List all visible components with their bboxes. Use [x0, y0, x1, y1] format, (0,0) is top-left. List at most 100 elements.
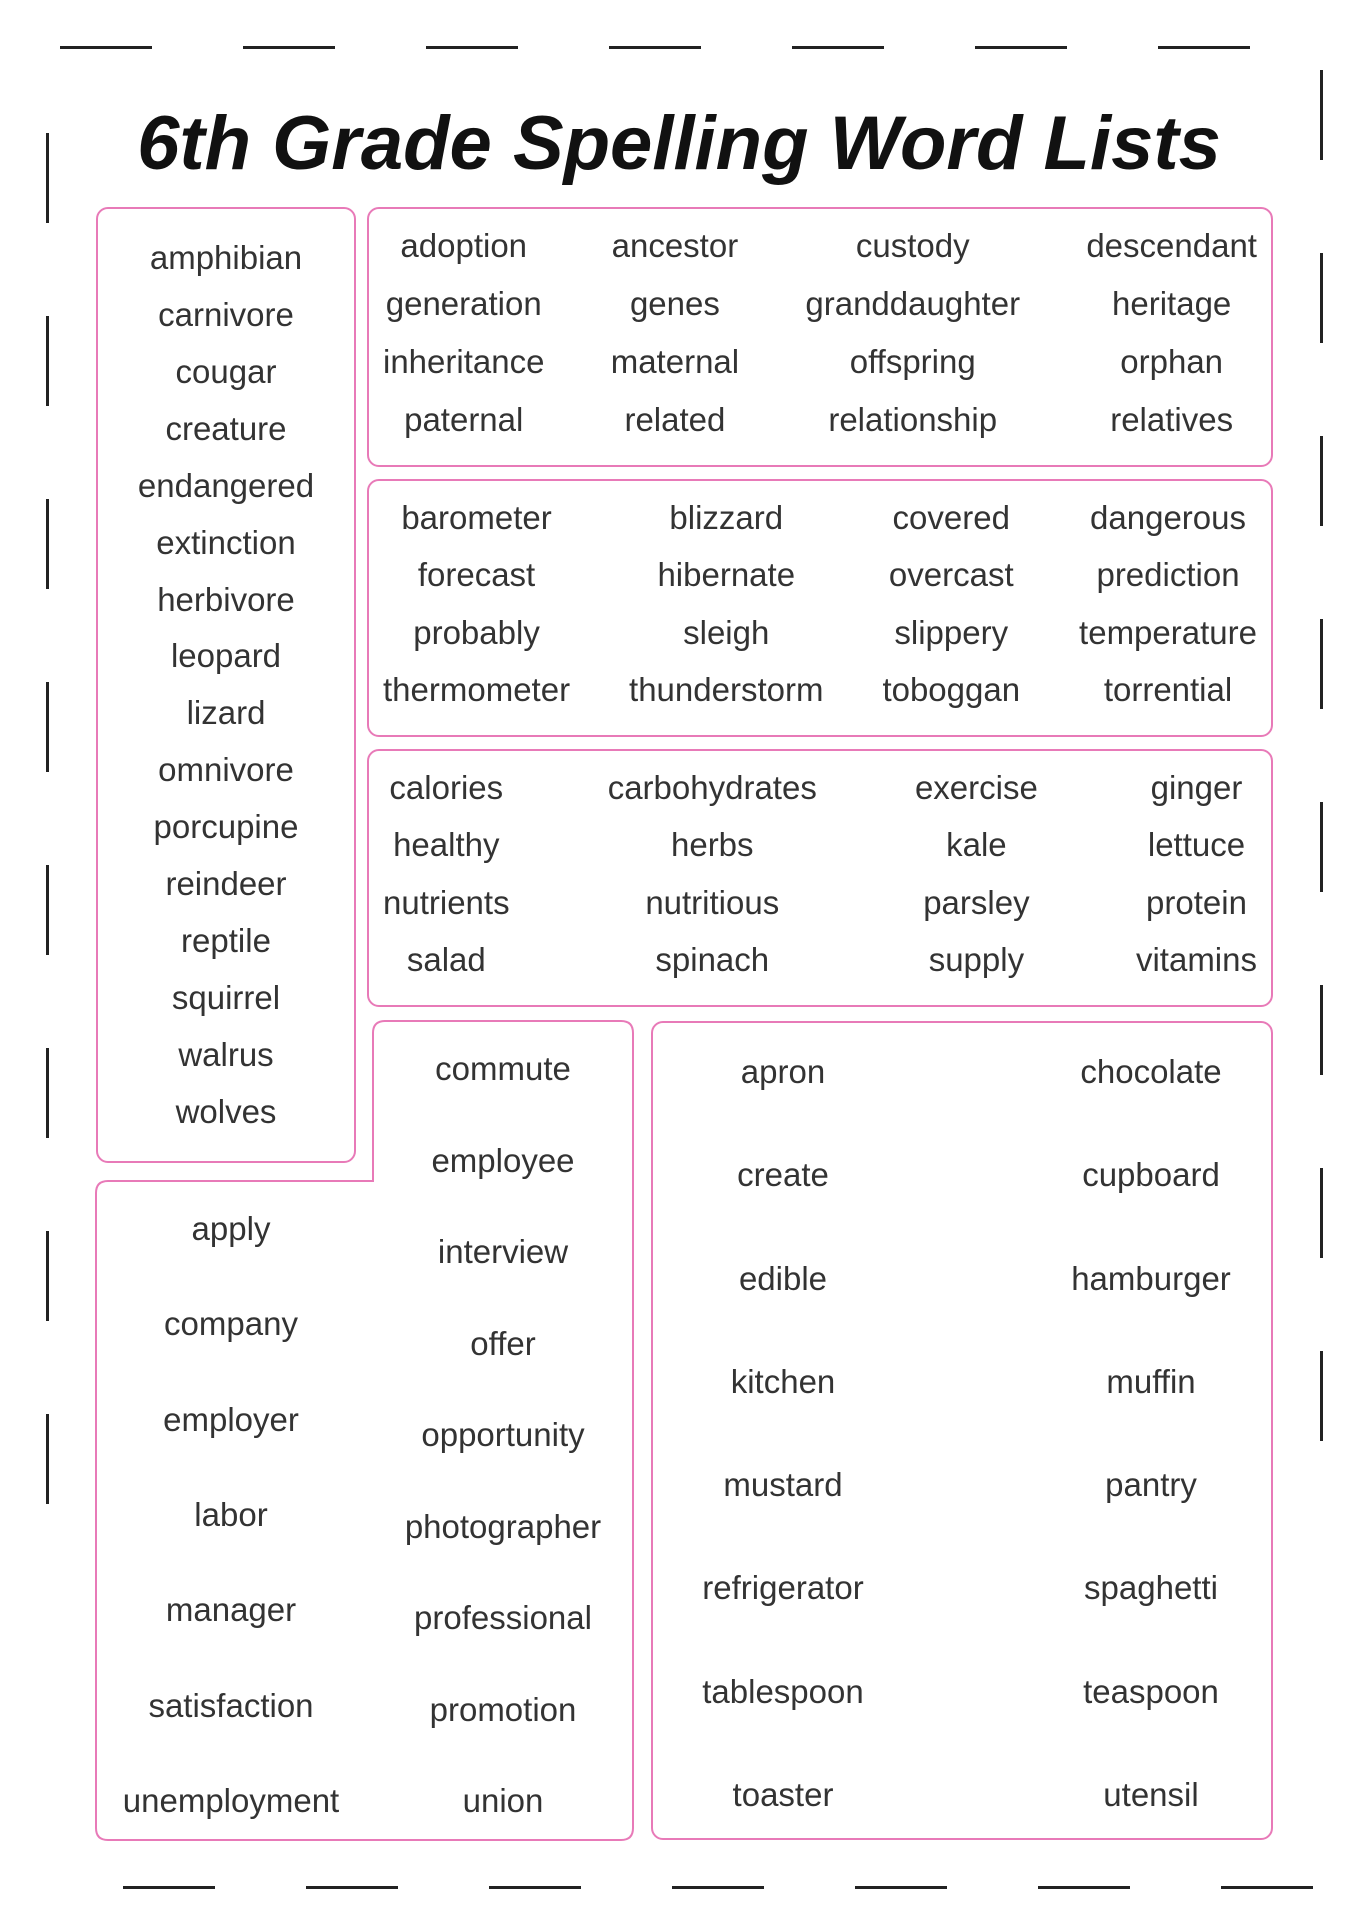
spelling-word: custody — [855, 227, 970, 264]
border-dash — [1320, 70, 1323, 160]
spelling-word: company — [164, 1305, 298, 1343]
spelling-word: walrus — [178, 1035, 274, 1073]
spelling-word: probably — [413, 613, 540, 651]
spelling-word: herbs — [670, 826, 754, 864]
spelling-word: reindeer — [165, 865, 287, 903]
border-dash — [1320, 1168, 1323, 1258]
spelling-word: wolves — [175, 1092, 277, 1130]
spelling-word: teaspoon — [1083, 1672, 1219, 1710]
kitchen-list-box: apron create edible kitchen mustard refrigera… — [651, 1021, 1273, 1840]
spelling-word: dangerous — [1090, 499, 1246, 536]
weather-list-box: barometer blizzard covered dangerous forecas… — [367, 479, 1273, 737]
spelling-word: cougar — [175, 352, 277, 390]
spelling-word: kale — [946, 826, 1007, 864]
spelling-word: manager — [165, 1591, 297, 1629]
spelling-word: generation — [385, 285, 542, 322]
spelling-word: calories — [389, 769, 504, 806]
spelling-word: ginger — [1150, 769, 1243, 806]
spelling-word: carnivore — [158, 295, 294, 333]
border-dash — [123, 1886, 215, 1889]
spelling-word: genes — [629, 285, 720, 322]
border-dash — [1038, 1886, 1130, 1889]
spelling-word: descendant — [1086, 227, 1257, 264]
border-dash — [46, 1048, 49, 1138]
spelling-word: salad — [406, 940, 486, 978]
spelling-word: omnivore — [158, 751, 294, 789]
jobs-list-right: commute employee interview offer opportunity… — [378, 1050, 628, 1820]
border-dash — [975, 46, 1067, 49]
spelling-word: spinach — [655, 940, 770, 978]
spelling-word: herbivore — [157, 580, 295, 618]
spelling-word: satisfaction — [148, 1686, 314, 1724]
spelling-word: cupboard — [1082, 1156, 1220, 1194]
spelling-word: creature — [165, 409, 287, 447]
animals-list-box: amphibian carnivore cougar creature endanger… — [96, 207, 356, 1163]
spelling-word: toboggan — [882, 670, 1021, 708]
spelling-word: supply — [928, 940, 1025, 978]
spelling-word: vitamins — [1135, 940, 1257, 978]
spelling-word: kitchen — [730, 1362, 836, 1400]
border-dash — [46, 133, 49, 223]
spelling-word: blizzard — [669, 499, 784, 536]
spelling-word: overcast — [888, 556, 1014, 594]
spelling-word: thermometer — [383, 670, 571, 708]
spelling-word: edible — [738, 1259, 828, 1297]
animals-list: amphibian carnivore cougar creature endanger… — [98, 239, 354, 1131]
family-list-box: adoption ancestor custody descendant generat… — [367, 207, 1273, 467]
spelling-word: lettuce — [1147, 826, 1246, 864]
spelling-word: slippery — [894, 613, 1009, 651]
spelling-word: maternal — [610, 343, 740, 380]
weather-list: barometer blizzard covered dangerous forecas… — [383, 499, 1257, 709]
border-dash — [426, 46, 518, 49]
border-dash — [1320, 619, 1323, 709]
border-dash — [1320, 1351, 1323, 1441]
border-dash — [46, 499, 49, 589]
spelling-word: employer — [163, 1400, 299, 1438]
spelling-word: offspring — [849, 343, 976, 380]
spelling-word: muffin — [1106, 1362, 1196, 1400]
spelling-word: hamburger — [1071, 1259, 1231, 1297]
spelling-word: temperature — [1079, 613, 1257, 651]
spelling-word: toaster — [732, 1775, 834, 1813]
spelling-word: employee — [431, 1141, 575, 1179]
spelling-word: adoption — [400, 227, 528, 264]
border-dash — [1320, 253, 1323, 343]
spelling-word: endangered — [137, 466, 315, 504]
border-dash — [243, 46, 335, 49]
family-list: adoption ancestor custody descendant generat… — [383, 227, 1257, 439]
spelling-word: nutrients — [383, 883, 510, 921]
border-dash — [46, 682, 49, 772]
spelling-word: parsley — [923, 883, 1030, 921]
spelling-word: extinction — [156, 523, 296, 561]
spelling-word: carbohydrates — [607, 769, 817, 806]
spelling-word: commute — [435, 1050, 571, 1087]
spelling-word: relatives — [1110, 401, 1234, 438]
kitchen-list-left: apron create edible kitchen mustard refrigera… — [653, 1053, 913, 1814]
spelling-word: paternal — [404, 401, 524, 438]
spelling-word: promotion — [429, 1690, 577, 1728]
border-dash — [1221, 1886, 1313, 1889]
border-dash — [1320, 985, 1323, 1075]
spelling-word: exercise — [914, 769, 1038, 806]
spelling-word: granddaughter — [805, 285, 1021, 322]
border-dash — [1158, 46, 1250, 49]
spelling-word: nutritious — [645, 883, 780, 921]
spelling-word: unemployment — [122, 1781, 340, 1819]
spelling-word: barometer — [401, 499, 552, 536]
spelling-word: healthy — [393, 826, 500, 864]
spelling-word: apply — [191, 1210, 271, 1247]
spelling-word: leopard — [170, 637, 282, 675]
spelling-word: spaghetti — [1084, 1569, 1218, 1607]
spelling-word: protein — [1146, 883, 1247, 921]
spelling-word: forecast — [417, 556, 536, 594]
spelling-word: tablespoon — [702, 1672, 864, 1710]
spelling-word: ancestor — [611, 227, 739, 264]
spelling-word: squirrel — [171, 978, 281, 1016]
spelling-word: relationship — [828, 401, 998, 438]
spelling-word: professional — [414, 1599, 592, 1636]
jobs-list-left: apply company employer labor manager satisfac… — [96, 1210, 366, 1820]
spelling-word: hibernate — [657, 556, 796, 594]
spelling-word: mustard — [723, 1466, 843, 1504]
spelling-word: thunderstorm — [629, 670, 824, 708]
